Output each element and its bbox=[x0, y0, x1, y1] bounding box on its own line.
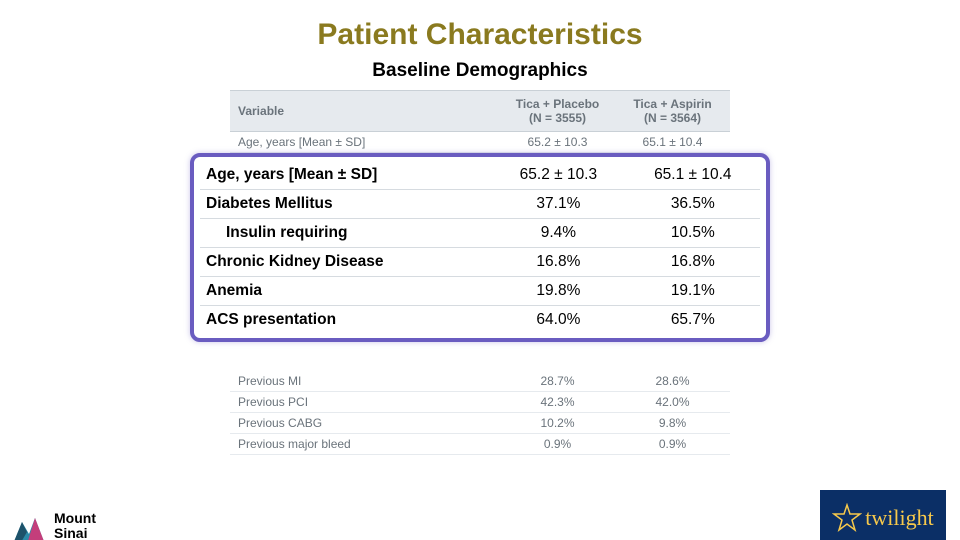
row-label: Previous MI bbox=[230, 371, 500, 392]
table-row: Previous CABG10.2%9.8% bbox=[230, 413, 730, 434]
mount-sinai-text: MountSinai bbox=[54, 511, 96, 540]
footer: MountSinai twilight bbox=[0, 488, 960, 540]
mount-sinai-icon bbox=[10, 504, 48, 540]
overlay-v2: 16.8% bbox=[626, 248, 760, 277]
table-row: Previous MI28.7%28.6% bbox=[230, 371, 730, 392]
row-v1: 10.2% bbox=[500, 413, 615, 434]
row-v1: 0.9% bbox=[500, 434, 615, 455]
overlay-row: Anemia19.8%19.1% bbox=[200, 277, 760, 306]
table-container: Variable Tica + Placebo(N = 3555) Tica +… bbox=[230, 90, 730, 455]
row-v2: 0.9% bbox=[615, 434, 730, 455]
row-v2: 42.0% bbox=[615, 392, 730, 413]
header-row: Variable Tica + Placebo(N = 3555) Tica +… bbox=[230, 91, 730, 132]
slide-subtitle: Baseline Demographics bbox=[0, 60, 960, 82]
overlay-v1: 19.8% bbox=[491, 277, 625, 306]
faded-v2: 65.1 ± 10.4 bbox=[615, 132, 730, 153]
overlay-v1: 64.0% bbox=[491, 306, 625, 335]
row-label: Previous PCI bbox=[230, 392, 500, 413]
twilight-text: twilight bbox=[865, 507, 933, 529]
overlay-v1: 65.2 ± 10.3 bbox=[491, 161, 625, 190]
faded-age-row: Age, years [Mean ± SD] 65.2 ± 10.3 65.1 … bbox=[230, 132, 730, 153]
overlay-v2: 65.7% bbox=[626, 306, 760, 335]
table-row: Previous major bleed0.9%0.9% bbox=[230, 434, 730, 455]
overlay-v1: 9.4% bbox=[491, 219, 625, 248]
row-label: Previous CABG bbox=[230, 413, 500, 434]
twilight-logo: twilight bbox=[820, 490, 946, 540]
star-icon bbox=[832, 503, 862, 533]
faded-v1: 65.2 ± 10.3 bbox=[500, 132, 615, 153]
mount-sinai-logo: MountSinai bbox=[10, 504, 96, 540]
after-rows-body: Previous MI28.7%28.6%Previous PCI42.3%42… bbox=[230, 371, 730, 455]
overlay-label: ACS presentation bbox=[200, 306, 491, 335]
overlay-v2: 36.5% bbox=[626, 190, 760, 219]
header-col2: Tica + Placebo(N = 3555) bbox=[500, 91, 615, 132]
overlay-v1: 16.8% bbox=[491, 248, 625, 277]
overlay-row: Age, years [Mean ± SD]65.2 ± 10.365.1 ± … bbox=[200, 161, 760, 190]
overlay-v1: 37.1% bbox=[491, 190, 625, 219]
overlay-label: Insulin requiring bbox=[200, 219, 491, 248]
row-v1: 28.7% bbox=[500, 371, 615, 392]
header-col3: Tica + Aspirin(N = 3564) bbox=[615, 91, 730, 132]
overlay-label: Anemia bbox=[200, 277, 491, 306]
overlay-v2: 65.1 ± 10.4 bbox=[626, 161, 760, 190]
row-v2: 28.6% bbox=[615, 371, 730, 392]
overlay-v2: 19.1% bbox=[626, 277, 760, 306]
overlay-row: Insulin requiring9.4%10.5% bbox=[200, 219, 760, 248]
faded-label: Age, years [Mean ± SD] bbox=[230, 132, 500, 153]
overlay-rows-body: Age, years [Mean ± SD]65.2 ± 10.365.1 ± … bbox=[200, 161, 760, 334]
overlay-row: Chronic Kidney Disease16.8%16.8% bbox=[200, 248, 760, 277]
highlight-table: Age, years [Mean ± SD]65.2 ± 10.365.1 ± … bbox=[200, 161, 760, 334]
table-row: Previous PCI42.3%42.0% bbox=[230, 392, 730, 413]
row-label: Previous major bleed bbox=[230, 434, 500, 455]
overlay-label: Age, years [Mean ± SD] bbox=[200, 161, 491, 190]
overlay-label: Diabetes Mellitus bbox=[200, 190, 491, 219]
slide-title: Patient Characteristics bbox=[0, 18, 960, 52]
overlay-row: ACS presentation64.0%65.7% bbox=[200, 306, 760, 335]
overlay-row: Diabetes Mellitus37.1%36.5% bbox=[200, 190, 760, 219]
overlay-label: Chronic Kidney Disease bbox=[200, 248, 491, 277]
header-variable: Variable bbox=[230, 91, 500, 132]
highlight-overlay: Age, years [Mean ± SD]65.2 ± 10.365.1 ± … bbox=[190, 153, 770, 342]
overlay-v2: 10.5% bbox=[626, 219, 760, 248]
row-v1: 42.3% bbox=[500, 392, 615, 413]
row-v2: 9.8% bbox=[615, 413, 730, 434]
